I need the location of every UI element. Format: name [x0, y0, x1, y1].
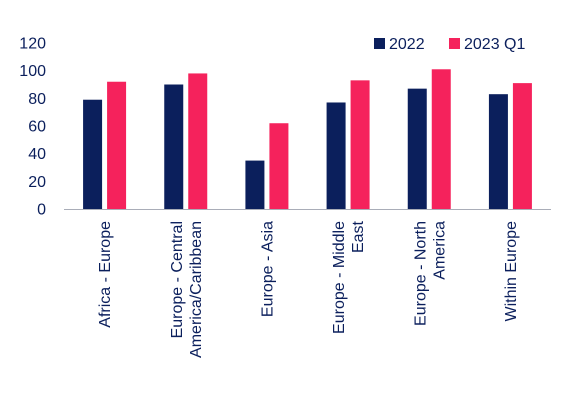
- x-tick-label: Europe - North: [412, 221, 429, 326]
- y-tick-label: 120: [19, 36, 46, 53]
- bars-group: [83, 69, 532, 210]
- bar-series2-2: [269, 123, 289, 209]
- legend-swatch-1: [374, 38, 385, 49]
- x-tick-label: Europe - Asia: [259, 221, 276, 317]
- x-tick-label: Africa - Europe: [97, 221, 114, 328]
- bar-series1-0: [83, 99, 103, 209]
- legend-label-1: 2022: [389, 36, 425, 53]
- y-tick-label: 40: [28, 146, 46, 163]
- legend-swatch-2: [449, 38, 460, 49]
- y-tick-label: 20: [28, 174, 46, 191]
- x-tick-label: America: [431, 221, 448, 280]
- bar-series1-3: [326, 102, 346, 209]
- bar-series1-4: [407, 88, 427, 209]
- x-tick-label: Europe - Middle: [331, 221, 348, 334]
- x-tick-label: Within Europe: [503, 221, 520, 322]
- bar-series2-5: [512, 83, 532, 209]
- x-tick-label: Europe - Central: [169, 221, 186, 338]
- y-tick-label: 0: [37, 202, 46, 219]
- bar-series1-1: [164, 84, 184, 209]
- bar-series1-2: [245, 160, 265, 209]
- y-axis: 0 20 40 60 80 100 120: [19, 36, 46, 219]
- legend: 2022 2023 Q1: [374, 36, 525, 53]
- bar-series1-5: [488, 94, 508, 209]
- bar-series2-4: [431, 69, 451, 210]
- x-tick-label: America/Caribbean: [188, 221, 205, 358]
- bar-series2-3: [350, 80, 370, 209]
- x-tick-label: East: [350, 220, 367, 253]
- y-tick-label: 100: [19, 63, 46, 80]
- y-tick-label: 60: [28, 119, 46, 136]
- bar-series2-0: [107, 81, 127, 209]
- y-tick-label: 80: [28, 91, 46, 108]
- legend-label-2: 2023 Q1: [464, 36, 525, 53]
- bar-series2-1: [188, 73, 208, 209]
- x-axis: Africa - Europe Europe - Central America/C…: [97, 220, 520, 358]
